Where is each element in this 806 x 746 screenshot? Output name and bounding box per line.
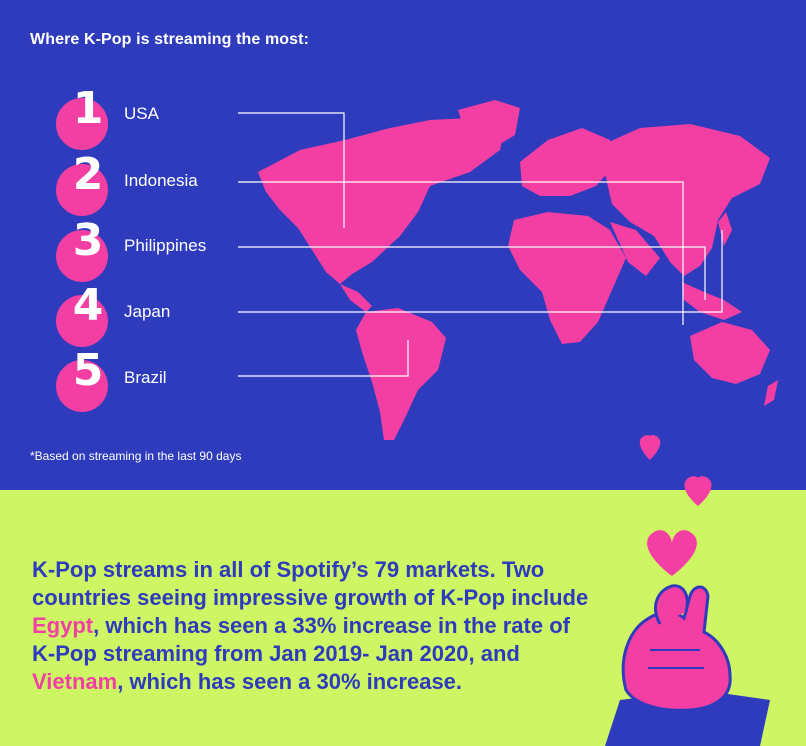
rank-number: 3 (72, 215, 104, 266)
country-label-indonesia: Indonesia (124, 171, 198, 190)
rank-item-5: 5 (56, 345, 112, 412)
country-label-japan: Japan (124, 302, 171, 321)
country-label-philippines: Philippines (124, 236, 207, 255)
rank-circle (56, 98, 108, 150)
connector-line-indonesia (238, 181, 684, 325)
greenland-shape (458, 100, 520, 150)
footnote: *Based on streaming in the last 90 days (30, 449, 242, 463)
africa-shape (508, 212, 626, 344)
connector-line-usa (238, 112, 345, 228)
rank-circle (56, 230, 108, 282)
map-panel: Where K-Pop is streaming the most: (0, 0, 806, 490)
rank-number: 5 (72, 345, 104, 396)
paragraph-text: , which has seen a 30% increase. (117, 669, 463, 694)
rank-item-2: 2 (56, 149, 112, 216)
south-asia-shape (610, 222, 660, 276)
asia-shape (600, 124, 770, 276)
south-america-shape (356, 308, 446, 440)
rank-item-1: 1 (56, 83, 112, 150)
rank-item-4: 4 (56, 280, 112, 347)
north-america-shape (258, 118, 505, 284)
highlight-egypt: Egypt (32, 613, 94, 638)
paragraph-text: K-Pop streams in all of Spotify’s 79 mar… (32, 557, 589, 610)
rank-item-3: 3 (56, 215, 112, 282)
rank-number: 2 (72, 149, 104, 200)
page-title: Where K-Pop is streaming the most: (30, 31, 309, 48)
southeast-asia-shape (682, 282, 742, 320)
country-label-brazil: Brazil (124, 368, 167, 387)
rank-circle (56, 360, 108, 412)
new-zealand-shape (764, 380, 778, 406)
info-paragraph: K-Pop streams in all of Spotify’s 79 mar… (32, 556, 592, 696)
australia-shape (690, 322, 770, 384)
world-map-graphic (238, 100, 778, 440)
central-america-shape (340, 284, 372, 312)
connector-line-brazil (238, 340, 409, 377)
connector-line-philippines (238, 246, 706, 300)
rank-number: 4 (72, 280, 104, 331)
connector-line-japan (238, 230, 723, 313)
country-label-usa: USA (124, 104, 159, 123)
paragraph-text: , which has seen a 33% increase in the r… (32, 613, 570, 666)
japan-shape (718, 212, 732, 246)
highlight-vietnam: Vietnam (32, 669, 118, 694)
rank-circle (56, 164, 108, 216)
europe-shape (520, 128, 612, 196)
rank-number: 1 (72, 83, 104, 134)
rank-circle (56, 295, 108, 347)
